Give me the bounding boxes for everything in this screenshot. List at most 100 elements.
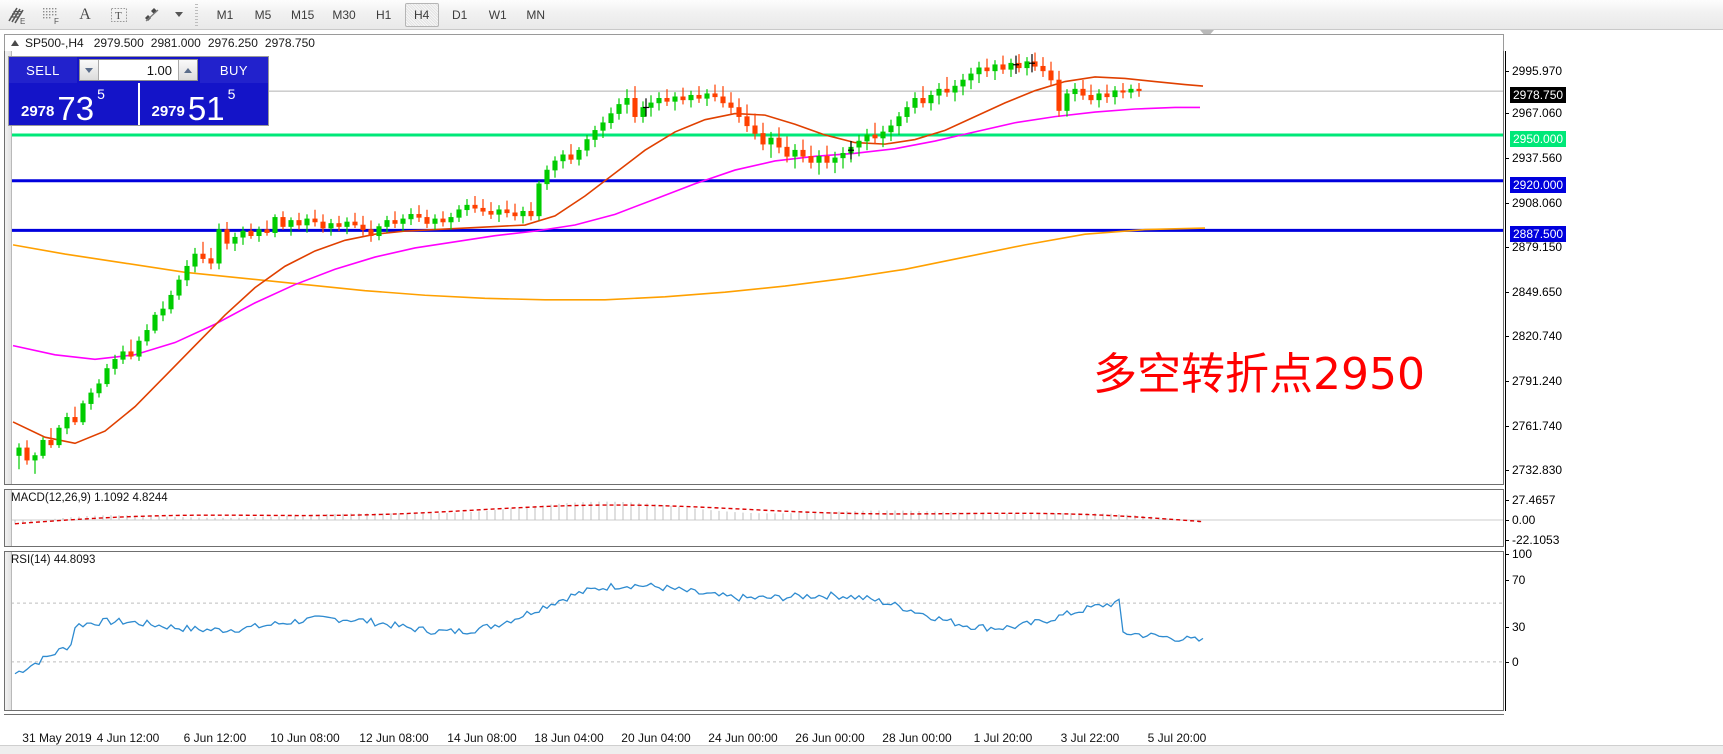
axis-tick <box>1505 381 1509 382</box>
svg-text:F: F <box>54 17 59 25</box>
date-axis[interactable]: 31 May 2019 4 Jun 12:00 6 Jun 12:00 10 Jun … <box>4 714 1504 754</box>
buy-button[interactable]: BUY <box>200 57 268 83</box>
price-tick-label-7: 2887.500 <box>1510 226 1567 242</box>
date-tick-label-7: 20 Jun 04:00 <box>621 731 691 745</box>
axis-tick <box>1505 158 1509 159</box>
symbol-period-label: SP500-,H4 <box>25 36 84 50</box>
text-tool-glyph: A <box>79 5 91 23</box>
macd-chart-svg <box>5 501 1503 525</box>
objects-dropdown-icon[interactable] <box>170 1 188 29</box>
collapse-triangle-icon[interactable] <box>11 40 19 46</box>
sell-button[interactable]: SELL <box>9 57 77 83</box>
ohlc-close: 2978.750 <box>264 36 315 50</box>
ohlc-high: 2981.000 <box>150 36 201 50</box>
bid-price-prefix: 2978 <box>21 103 55 120</box>
axis-tick <box>1505 540 1509 541</box>
trade-panel-header: SELL 1.00 BUY <box>9 57 268 83</box>
price-tick-label-1: 2978.750 <box>1510 87 1567 103</box>
date-tick-label-13: 5 Jul 20:00 <box>1147 731 1207 745</box>
date-tick-label-3: 10 Jun 08:00 <box>270 731 340 745</box>
timeframe-h1[interactable]: H1 <box>376 7 392 22</box>
timeframe-m1[interactable]: M1 <box>216 7 234 22</box>
bid-price-display[interactable]: 2978 73 5 <box>9 83 138 125</box>
date-tick-label-4: 12 Jun 08:00 <box>359 731 429 745</box>
ask-price-display[interactable]: 2979 51 5 <box>137 83 269 127</box>
axis-tick <box>1505 470 1509 471</box>
date-tick-label-1: 4 Jun 12:00 <box>96 731 160 745</box>
macd-tick-label-0: 27.4657 <box>1512 493 1556 507</box>
price-tick-label-6: 2908.060 <box>1512 196 1563 210</box>
macd-tick-label-1: 0.00 <box>1512 513 1536 527</box>
rsi-left-gutter[interactable] <box>5 552 12 710</box>
price-tick-label-9: 2849.650 <box>1512 285 1563 299</box>
macd-label: MACD(12,26,9) 1.1092 4.8244 <box>11 492 168 504</box>
price-tick-label-10: 2820.740 <box>1512 329 1563 343</box>
axis-tick <box>1505 71 1509 72</box>
status-bar <box>0 745 1723 754</box>
text-tool-icon[interactable]: A <box>68 1 102 29</box>
svg-text:E: E <box>20 17 25 25</box>
price-tick-label-13: 2732.830 <box>1512 463 1563 477</box>
axis-tick <box>1505 247 1509 248</box>
axis-tick <box>1505 336 1509 337</box>
date-tick-label-6: 18 Jun 04:00 <box>534 731 604 745</box>
volume-increase-button[interactable] <box>178 60 197 80</box>
date-tick-label-12: 3 Jul 22:00 <box>1060 731 1120 745</box>
axis-tick <box>1505 554 1509 555</box>
rsi-tick-label-3: 0 <box>1512 655 1519 669</box>
svg-text:T: T <box>115 10 122 22</box>
price-tick-label-3: 2950.000 <box>1510 131 1567 147</box>
date-tick-label-5: 14 Jun 08:00 <box>447 731 517 745</box>
chart-text-annotation[interactable]: 多空转折点2950 <box>1093 349 1425 400</box>
rsi-tick-label-2: 30 <box>1512 620 1526 634</box>
timeframe-m5[interactable]: M5 <box>254 7 272 22</box>
macd-plot-area <box>5 490 1503 546</box>
bid-price-fraction: 5 <box>97 86 105 102</box>
price-tick-label-5: 2920.000 <box>1510 177 1567 193</box>
macd-left-gutter[interactable] <box>5 490 12 546</box>
volume-decrease-button[interactable] <box>80 60 99 80</box>
date-tick-label-11: 1 Jul 20:00 <box>973 731 1033 745</box>
axis-tick <box>1505 580 1509 581</box>
volume-input[interactable]: 1.00 <box>99 60 178 80</box>
timeframe-h4[interactable]: H4 <box>404 2 439 27</box>
rsi-label: RSI(14) 44.8093 <box>11 554 96 566</box>
timeframe-m30[interactable]: M30 <box>332 7 356 22</box>
axis-tick <box>1505 203 1509 204</box>
price-tick-label-12: 2761.740 <box>1512 419 1563 433</box>
rsi-chart-svg <box>5 582 1503 675</box>
ohlc-low: 2976.250 <box>207 36 258 50</box>
axis-tick <box>1505 520 1509 521</box>
ask-price-prefix: 2979 <box>151 103 185 120</box>
indicators-icon[interactable]: E <box>0 1 34 29</box>
timeframe-mn[interactable]: MN <box>526 7 546 22</box>
axis-tick <box>1505 500 1509 501</box>
axis-tick <box>1505 627 1509 628</box>
axis-tick <box>1505 113 1509 114</box>
volume-stepper[interactable]: 1.00 <box>79 59 198 81</box>
text-label-icon[interactable]: T <box>102 1 136 29</box>
timeframe-m15[interactable]: M15 <box>291 7 315 22</box>
date-tick-label-9: 26 Jun 00:00 <box>795 731 865 745</box>
chart-left-gutter[interactable] <box>5 51 12 484</box>
macd-indicator-pane[interactable]: MACD(12,26,9) 1.1092 4.8244 <box>4 489 1504 547</box>
macd-tick-label-2: -22.1053 <box>1512 533 1560 547</box>
rsi-plot-area <box>5 552 1503 710</box>
period-separator-icon[interactable]: F <box>34 1 68 29</box>
price-axis[interactable]: 2995.970 2978.750 2967.060 2950.000 2937.560… <box>1505 51 1723 711</box>
price-tick-label-8: 2879.150 <box>1512 240 1563 254</box>
ohlc-open: 2979.500 <box>93 36 144 50</box>
timeframe-d1[interactable]: D1 <box>452 7 468 22</box>
price-tick-label-4: 2937.560 <box>1512 151 1563 165</box>
chart-toolbar: E F A T <box>0 0 1723 30</box>
one-click-trading-panel[interactable]: SELL 1.00 BUY 2978 73 5 2979 51 5 <box>8 56 269 126</box>
objects-icon[interactable] <box>136 1 170 29</box>
price-tick-label-11: 2791.240 <box>1512 374 1563 388</box>
ask-price-fraction: 5 <box>227 86 236 102</box>
timeframe-w1[interactable]: W1 <box>488 7 507 22</box>
toolbar-divider <box>193 3 201 26</box>
ask-price-main: 51 <box>187 89 225 127</box>
chevron-up-icon <box>184 67 192 73</box>
rsi-indicator-pane[interactable]: RSI(14) 44.8093 <box>4 551 1504 711</box>
